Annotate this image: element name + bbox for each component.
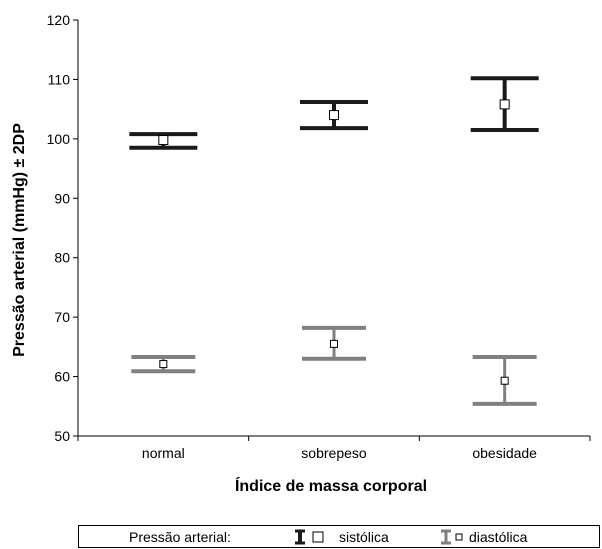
mean-marker [329,110,339,121]
mean-marker [158,135,169,146]
series-systolic [129,76,539,150]
legend-diastolic-label: diastólica [469,529,528,545]
mean-marker [159,360,168,369]
x-tick-label: normal [142,445,185,461]
y-axis: 50 60 70 80 90 100 110 120 [47,12,79,444]
x-axis: normal sobrepeso obesidade [77,435,591,461]
y-tick-label: 100 [47,131,71,147]
error-bar [302,325,366,361]
error-bar [470,76,539,132]
error-bar [300,100,368,131]
y-tick-label: 50 [54,428,70,444]
legend-diastolic-icon [441,529,463,545]
error-bar [131,354,196,374]
y-tick-label: 90 [54,190,70,206]
y-tick-label: 80 [54,250,70,266]
legend-systolic-icon [295,529,324,545]
y-tick-label: 120 [47,12,71,28]
y-tick-label: 110 [48,71,71,87]
mean-marker [500,376,509,385]
error-bar [472,354,537,406]
y-tick-label: 70 [54,309,70,325]
legend-title: Pressão arterial: [129,529,231,545]
legend-systolic-label: sistólica [339,529,389,545]
y-axis-title: Pressão arterial (mmHg) ± 2DP [11,123,28,357]
chart-marks [129,76,539,406]
y-tick-label: 60 [54,369,70,385]
x-tick-label: sobrepeso [301,445,367,461]
series-diastolic [131,325,537,406]
mean-marker [499,99,510,110]
error-bar [129,132,198,150]
x-tick-label: obesidade [472,445,537,461]
chart: 50 60 70 80 90 100 110 120 normal sobrepeso obesi… [11,12,591,495]
legend: Pressão arterial: sistólica diastólica [78,525,600,548]
x-axis-title: Índice de massa corporal [235,476,427,495]
mean-marker [330,339,338,348]
